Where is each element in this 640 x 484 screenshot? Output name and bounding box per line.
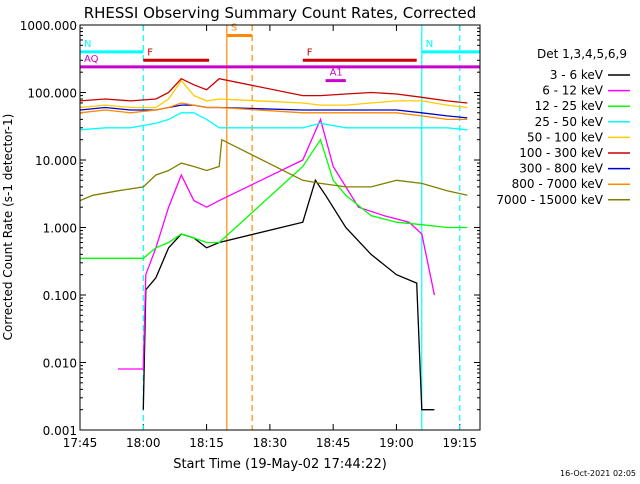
annotation-label: F <box>147 47 153 58</box>
y-tick-label: 10.000 <box>35 154 77 168</box>
x-tick-label: 18:15 <box>189 436 224 450</box>
legend-label: 800 - 7000 keV <box>512 177 604 191</box>
x-axis-label: Start Time (19-May-02 17:44:22) <box>173 457 387 472</box>
legend-label: 3 - 6 keV <box>550 68 604 82</box>
x-tick-label: 19:15 <box>442 436 477 450</box>
y-tick-label: 1.000 <box>43 222 77 236</box>
legend-label: 6 - 12 keV <box>542 84 604 98</box>
x-tick-label: 19:00 <box>379 436 414 450</box>
legend-label: 300 - 800 keV <box>519 162 603 176</box>
series-line-8 <box>79 102 468 121</box>
footer-date: 16-Oct-2021 02:05 <box>560 469 636 478</box>
legend-label: 12 - 25 keV <box>535 99 604 113</box>
annotation-label: A1 <box>330 68 343 79</box>
annotation-label: N <box>84 39 91 50</box>
chart-title: RHESSI Observing Summary Count Rates, Co… <box>84 4 477 22</box>
series-line-6 <box>79 77 468 104</box>
series-line-1 <box>142 178 435 411</box>
legend-label: 25 - 50 keV <box>535 115 604 129</box>
series-line-9 <box>79 138 468 202</box>
legend-title: Det 1,3,4,5,6,9 <box>537 47 627 61</box>
series-line-4 <box>79 112 468 131</box>
x-tick-label: 18:30 <box>253 436 288 450</box>
y-tick-label: 100.000 <box>27 87 77 101</box>
legend-label: 100 - 300 keV <box>519 146 603 160</box>
x-tick-label: 18:45 <box>316 436 351 450</box>
x-tick-label: 17:45 <box>63 436 98 450</box>
annotation-label: AQ <box>84 54 99 65</box>
plot-frame <box>79 24 481 431</box>
legend-label: 7000 - 15000 keV <box>496 193 603 207</box>
series-line-5 <box>79 79 468 109</box>
series-line-2 <box>118 117 436 370</box>
y-tick-label: 0.100 <box>43 289 77 303</box>
y-axis-label: Corrected Count Rate (s-1 detector-1) <box>1 114 15 341</box>
y-tick-label: 0.001 <box>43 424 77 438</box>
annotation-label: F <box>307 47 313 58</box>
x-tick-label: 18:00 <box>126 436 161 450</box>
y-tick-label: 1000.000 <box>20 19 77 33</box>
series-line-3 <box>80 138 468 259</box>
y-tick-label: 0.010 <box>43 357 77 371</box>
legend-label: 50 - 100 keV <box>527 130 604 144</box>
annotation-label: S <box>231 22 237 33</box>
annotation-label: N <box>426 39 433 50</box>
